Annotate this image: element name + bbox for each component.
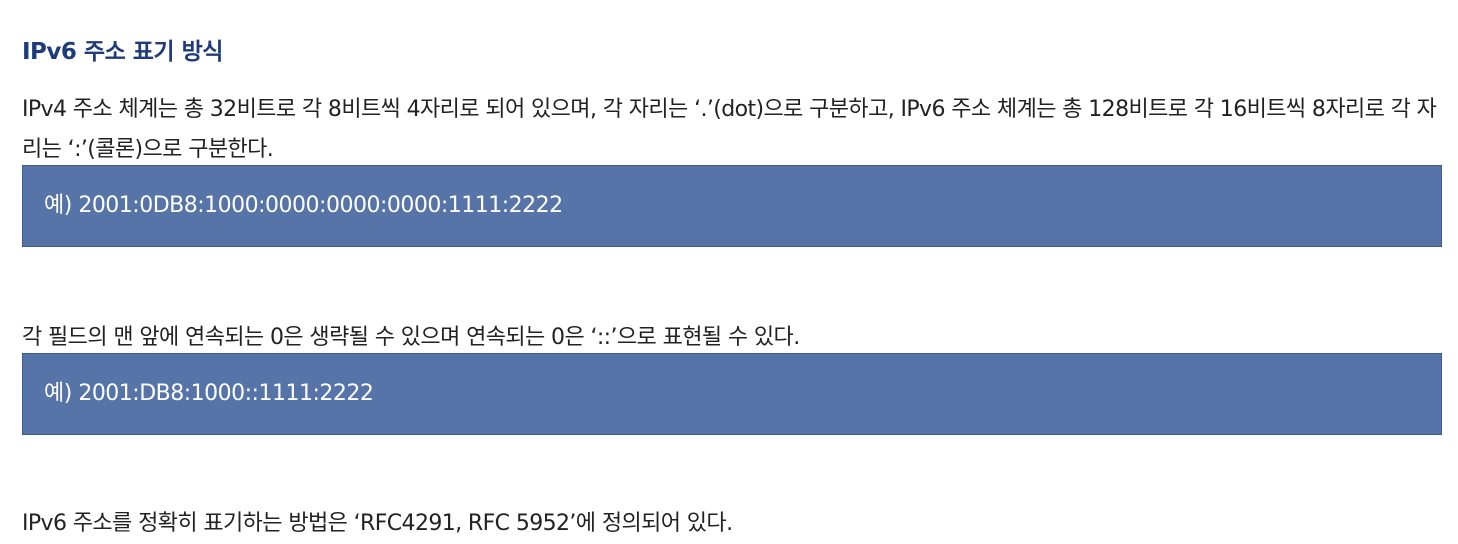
- intro-paragraph: IPv4 주소 체계는 총 32비트로 각 8비트씩 4자리로 되어 있으며, …: [22, 97, 1437, 162]
- section-title: IPv6 주소 표기 방식: [22, 39, 223, 65]
- rfc-standard-paragraph: IPv6 주소를 정확히 표기하는 방법은 ‘RFC4291, RFC 5952…: [22, 511, 733, 536]
- zero-compression-paragraph: 각 필드의 맨 앞에 연속되는 0은 생략될 수 있으며 연속되는 0은 ‘::…: [22, 325, 800, 350]
- example-box-compressed-address: 예) 2001:DB8:1000::1111:2222: [22, 353, 1442, 435]
- example-box-full-address: 예) 2001:0DB8:1000:0000:0000:0000:1111:22…: [22, 165, 1442, 247]
